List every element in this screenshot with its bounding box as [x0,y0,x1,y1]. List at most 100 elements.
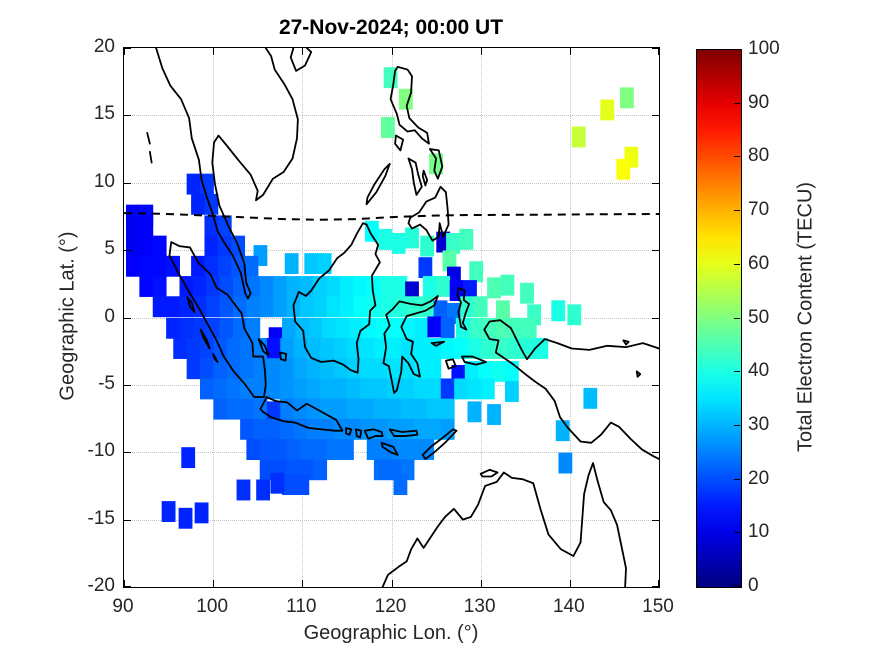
tec-cell [246,439,261,460]
tec-cell [191,255,205,277]
y-tick-label: 15 [93,103,115,125]
x-tick-label: 150 [642,596,674,617]
colorbar-tick-label: 70 [748,199,770,221]
tick-mark [652,586,659,587]
tick-mark [124,586,131,587]
tec-cell [322,317,336,339]
tec-cell [380,276,394,297]
colorbar-tick-label: 100 [748,38,780,59]
coastline-seram [462,357,486,365]
y-tick-label: 5 [104,238,115,260]
x-tick-label: 140 [552,596,585,617]
tec-cell [217,215,232,237]
tec-cell [391,232,406,254]
colorbar-label: Total Electron Content (TECU) [794,181,817,453]
tec-cell [244,255,259,277]
tec-cell [427,358,442,380]
tec-cell [467,338,482,359]
tec-cell [320,338,335,359]
tec-cell [600,99,615,121]
tec-cell [206,296,221,318]
x-tick-label: 130 [463,596,496,617]
tec-cell [393,474,408,496]
tec-cell [373,459,388,481]
tick-mark [658,48,659,55]
tec-cell [270,472,285,494]
tec-cell [414,398,428,420]
tec-cell [280,398,295,420]
tec-cell [406,439,421,460]
coastline-samar_leyte [430,149,442,179]
tick-mark [124,250,131,252]
tec-cell [126,215,140,237]
coastline-bali [346,428,351,435]
tec-cell [619,87,634,109]
coastline-cebu [423,171,427,186]
tec-cell [464,360,479,382]
coastline-panay_negros [408,158,421,194]
tec-cell [219,296,234,318]
coastline-melville [481,470,498,477]
tec-cell [152,276,167,297]
tick-mark [391,580,393,587]
tec-cell [217,255,232,277]
tec-cell [326,296,341,318]
colorbar-tick-mark [734,156,740,158]
tec-cell [200,338,214,359]
coastline-palawan [367,164,390,204]
tec-cell [240,418,254,440]
tec-cell [364,220,379,242]
tec-cell [191,193,205,215]
tec-cell [280,378,295,400]
y-tick-label: 0 [104,305,115,327]
tec-cell [360,418,375,440]
tec-cell [295,474,310,496]
tec-cell [333,378,348,400]
tick-mark [569,580,571,587]
tec-cell [449,280,464,301]
tick-mark [652,115,659,117]
tec-cell [362,317,377,339]
tec-cell [446,232,460,254]
tec-cell [259,296,274,318]
tec-cell [373,398,388,420]
tec-cell [418,257,433,279]
tec-cell [427,316,442,338]
tec-cell [326,276,341,297]
coastline-pagai [213,354,217,362]
coastline-hainan [291,48,312,71]
tec-cell [427,418,442,440]
coastline-island_ne_png [637,371,641,376]
tec-cell [186,173,201,195]
coastline-halmahera [457,288,469,330]
tec-cell [406,296,421,318]
tec-cell [186,338,201,359]
tec-cell [469,317,484,339]
tick-mark [652,452,659,454]
tec-cell [378,228,393,250]
tec-cell [347,378,361,400]
tec-cell [181,447,196,469]
tec-cell [282,317,296,339]
tec-cell [433,300,448,322]
tec-cell [126,255,140,277]
tec-cell [487,277,501,299]
tec-cell [360,398,375,420]
colorbar-tick-label: 40 [748,360,770,382]
tec-cell [259,276,274,297]
tec-cell [353,296,368,318]
coastline-lombok [356,429,361,437]
tick-mark [124,519,131,521]
tec-cell [282,474,296,496]
tec-cell [326,439,341,460]
coastline-flores [390,429,418,436]
tec-cell [152,255,167,277]
tec-cell [389,317,403,339]
tec-cell [420,235,435,257]
tec-cell [192,276,207,297]
tec-cell [152,296,167,318]
tec-cell [139,276,154,297]
tec-cell [480,338,495,359]
tec-cell [299,296,314,318]
tec-cell [178,507,193,529]
